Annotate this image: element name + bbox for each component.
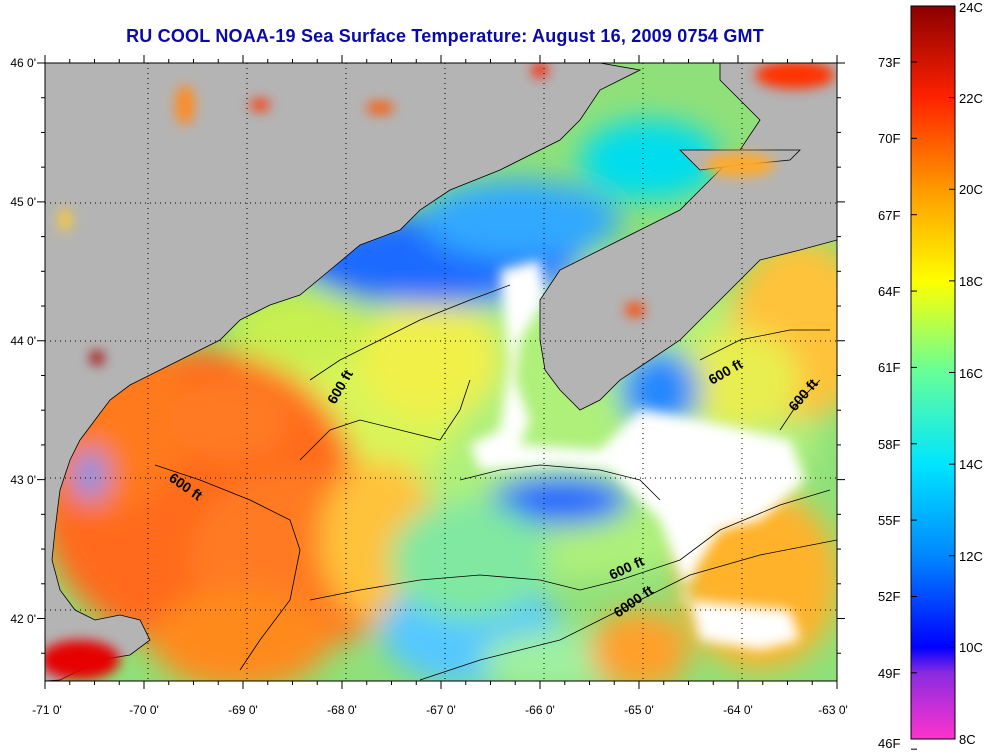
map-panel: 600 ft 600 ft 600 ft 600 ft 600 ft 6000 …	[45, 63, 837, 681]
longitude-tick-label: -67 0'	[426, 703, 456, 717]
longitude-tick-label: -70 0'	[129, 703, 159, 717]
colorbar-celsius-label: 16C	[959, 365, 983, 381]
warm-patches	[45, 63, 835, 680]
colorbar-celsius-label: 14C	[959, 457, 983, 473]
colorbar-fahrenheit-label: 58F	[878, 436, 901, 452]
colorbar	[910, 5, 956, 740]
latitude-tick-label: 46 0'	[10, 56, 36, 70]
colorbar-fahrenheit-label: 64F	[878, 284, 901, 300]
colorbar-fahrenheit-label: 67F	[878, 207, 901, 223]
colorbar-fahrenheit-label: 46F	[878, 736, 901, 751]
colorbar-celsius-label: 22C	[959, 90, 983, 106]
colorbar-fahrenheit-label: 61F	[878, 360, 901, 376]
longitude-tick-label: -66 0'	[525, 703, 555, 717]
axis-ticks	[37, 55, 845, 689]
latitude-tick-label: 42 0'	[10, 611, 36, 626]
latitude-tick-label: 45 0'	[10, 194, 36, 209]
colorbar-fahrenheit-label: 70F	[878, 131, 901, 147]
colorbar-celsius-label: 8C	[959, 732, 976, 747]
colorbar-celsius-label: 10C	[959, 640, 983, 656]
colorbar-fahrenheit-label: 52F	[878, 589, 901, 605]
colorbar-celsius-label: 18C	[959, 273, 983, 289]
longitude-tick-label: -65 0'	[624, 703, 654, 717]
colorbar-fahrenheit-label: 73F	[878, 54, 901, 70]
latitude-tick-label: 44 0'	[10, 333, 36, 348]
latitude-tick-label: 43 0'	[10, 472, 36, 487]
longitude-tick-label: -64 0'	[723, 703, 753, 717]
colorbar-ticks	[911, 5, 955, 750]
longitude-tick-label: -68 0'	[327, 703, 357, 717]
cloud-mask	[470, 260, 805, 650]
colorbar-celsius-label: 12C	[959, 548, 983, 564]
graticule	[45, 63, 837, 681]
colorbar-fahrenheit-label: 55F	[878, 513, 901, 529]
colorbar-fahrenheit-label: 49F	[878, 665, 901, 681]
longitude-tick-label: -69 0'	[228, 703, 258, 717]
sst-field	[45, 120, 837, 681]
longitude-tick-label: -63 0'	[818, 703, 848, 717]
longitude-tick-label: -71 0'	[32, 703, 62, 717]
colorbar-celsius-label: 24C	[959, 0, 983, 15]
map-title: RU COOL NOAA-19 Sea Surface Temperature:…	[126, 26, 764, 46]
colorbar-celsius-label: 20C	[959, 182, 983, 198]
